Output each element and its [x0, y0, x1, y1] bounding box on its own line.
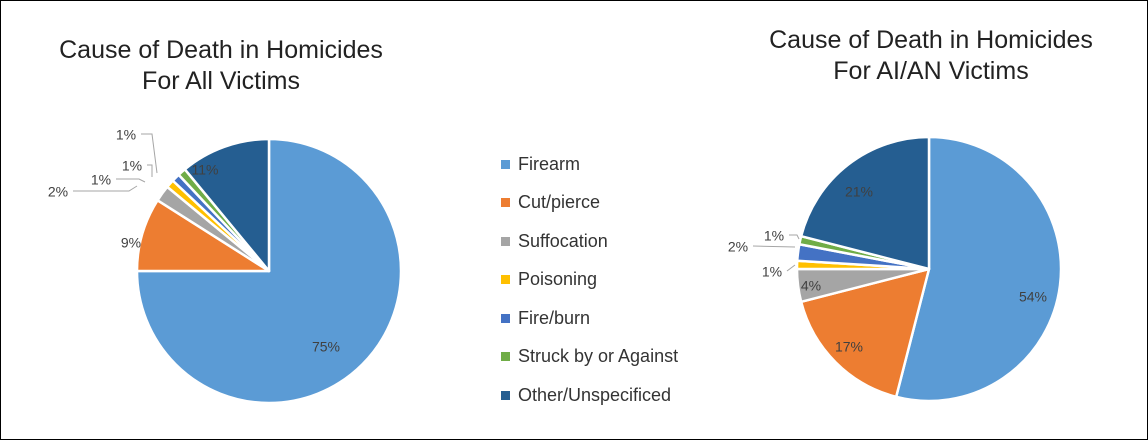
right-pie: 54% 17% 4% 1% 2% 1% 21%: [728, 135, 1063, 403]
legend-item-struck-by-or-against: Struck by or Against: [501, 338, 678, 377]
left-data-label-struck-by-or-against: 1%: [122, 158, 142, 174]
left-leader-line-fire-burn: [141, 133, 158, 174]
left-leader-line-suffocation: [73, 185, 138, 192]
legend-label-firearm: Firearm: [518, 153, 580, 174]
legend-swatch-firearm: [501, 159, 510, 169]
legend-label-fire-burn: Fire/burn: [518, 307, 591, 328]
right-leader-line-poisoning: [786, 264, 796, 272]
legend-item-cut-pierce: Cut/pierce: [501, 184, 678, 223]
left-chart-title-line2: For All Victims: [142, 67, 300, 95]
right-leader-line-struck-by-or-against: [789, 234, 800, 240]
legend-item-firearm: Firearm: [501, 145, 678, 184]
legend-label-cut-pierce: Cut/pierce: [518, 192, 601, 213]
right-chart-title: Cause of Death in Homicides For AI/AN Vi…: [731, 25, 1131, 87]
right-data-label-other-unspecificed: 21%: [845, 184, 873, 200]
legend-swatch-suffocation: [501, 236, 510, 246]
legend: Firearm Cut/pierce Suffocation Poisoning Fir…: [501, 145, 678, 415]
right-data-label-cut-pierce: 17%: [835, 339, 863, 355]
legend-item-suffocation: Suffocation: [501, 222, 678, 261]
legend-swatch-poisoning: [501, 275, 510, 285]
right-chart-title-line2: For AI/AN Victims: [833, 57, 1029, 85]
legend-item-fire-burn: Fire/burn: [501, 299, 678, 338]
legend-item-poisoning: Poisoning: [501, 261, 678, 300]
legend-item-other-unspecificed: Other/Unspecificed: [501, 376, 678, 415]
legend-swatch-fire-burn: [501, 313, 510, 323]
legend-swatch-cut-pierce: [501, 198, 510, 208]
legend-label-other-unspecificed: Other/Unspecificed: [518, 384, 672, 405]
legend-label-struck-by-or-against: Struck by or Against: [518, 346, 679, 367]
legend-label-poisoning: Poisoning: [518, 269, 598, 290]
right-data-label-firearm: 54%: [1019, 289, 1047, 305]
right-data-label-poisoning: 1%: [762, 264, 782, 280]
left-leader-line-struck-by-or-against: [147, 164, 153, 177]
right-slice-other-unspecificed: [799, 135, 931, 271]
legend-swatch-other-unspecificed: [501, 390, 510, 400]
left-data-label-suffocation: 2%: [48, 184, 68, 200]
left-data-label-other-unspecificed: 11%: [192, 162, 219, 178]
legend-swatch-struck-by-or-against: [501, 352, 510, 362]
right-data-label-fire-burn: 2%: [728, 239, 748, 255]
left-leader-line-poisoning: [116, 178, 146, 183]
left-data-label-cut-pierce: 9%: [121, 235, 141, 251]
left-slice-firearm: [135, 137, 403, 405]
right-slice-firearm: [894, 135, 1063, 403]
right-data-label-suffocation: 4%: [801, 278, 821, 294]
left-slice-other-unspecificed: [183, 137, 271, 273]
left-chart-title: Cause of Death in Homicides For All Vict…: [21, 35, 421, 97]
right-data-label-struck-by-or-against: 1%: [764, 228, 784, 244]
left-chart-title-line1: Cause of Death in Homicides: [59, 36, 383, 64]
left-data-label-fire-burn: 1%: [116, 127, 136, 143]
left-data-label-firearm: 75%: [312, 339, 340, 355]
left-data-label-poisoning: 1%: [91, 172, 111, 188]
right-chart-title-line1: Cause of Death in Homicides: [769, 26, 1093, 54]
right-leader-line-fire-burn: [752, 245, 796, 248]
legend-label-suffocation: Suffocation: [518, 230, 608, 251]
left-pie: 75% 9% 2% 1% 1% 1% 11%: [48, 127, 403, 405]
right-slice-cut-pierce: [799, 267, 931, 399]
